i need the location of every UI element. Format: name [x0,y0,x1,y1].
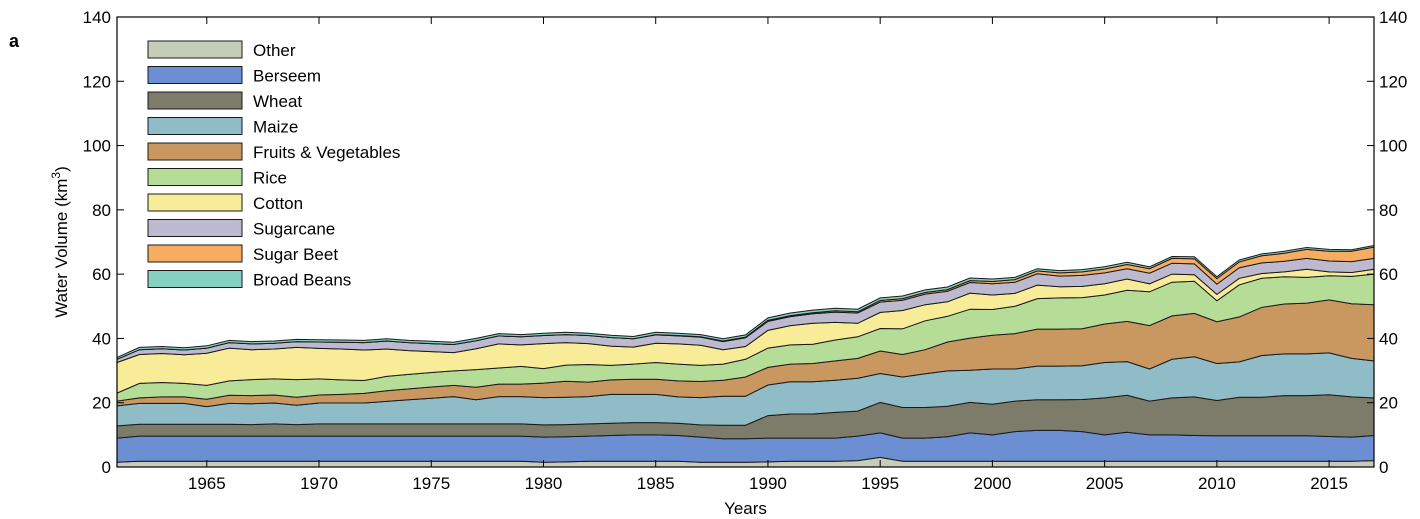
x-tick-label: 1990 [749,474,787,493]
y-tick-label-right: 120 [1379,72,1407,91]
legend-label: Other [253,41,296,60]
y-tick-label-left: 120 [83,72,111,91]
y-axis-title-end: ) [52,166,71,172]
legend-label: Fruits & Vegetables [253,143,400,162]
legend-swatch-sugar-beet [147,244,243,263]
x-tick-label: 1970 [300,474,338,493]
y-tick-label-left: 80 [92,201,111,220]
legend-label: Sugar Beet [253,245,338,264]
y-tick-label-left: 60 [92,265,111,284]
legend-swatch-wheat [147,91,243,110]
x-tick-label: 2015 [1310,474,1348,493]
y-axis-title-main: Water Volume (km [52,179,71,318]
y-tick-label-left: 100 [83,137,111,156]
y-tick-label-right: 20 [1379,394,1398,413]
y-tick-label-left: 0 [102,458,111,477]
legend-label: Berseem [253,67,321,86]
y-tick-label-right: 100 [1379,137,1407,156]
y-tick-label-right: 40 [1379,329,1398,348]
x-tick-label: 2005 [1086,474,1124,493]
y-tick-label-right: 0 [1379,458,1388,477]
x-tick-label: 1985 [637,474,675,493]
y-axis-title: Water Volume (km3) [49,166,71,318]
y-tick-label-right: 140 [1379,8,1407,27]
legend-swatch-other [147,40,243,59]
y-axis-title-sup: 3 [49,172,63,179]
axes: 0 0 20 20 40 40 60 60 80 80 100 100 120 120 140 140 1965… [83,8,1408,493]
x-tick-label: 1975 [412,474,450,493]
x-axis-title: Years [724,499,767,518]
legend-swatch-rice [147,168,243,186]
y-tick-label-right: 80 [1379,201,1398,220]
legend: Other Berseem Wheat Maize Fruits & Vegetable… [147,40,400,290]
legend-swatch-fruits-vegetables [147,142,243,161]
legend-swatch-sugarcane [147,219,243,237]
y-tick-label-left: 40 [92,329,111,348]
y-tick-label-left: 20 [92,394,111,413]
legend-label: Maize [253,118,298,137]
legend-label: Sugarcane [253,220,335,239]
legend-label: Broad Beans [253,271,351,290]
legend-swatch-berseem [147,66,243,84]
x-tick-label: 1980 [525,474,563,493]
plot-frame [116,16,1375,468]
legend-swatch-cotton [147,193,243,212]
x-tick-label: 1965 [188,474,226,493]
panel-label: a [9,31,20,51]
legend-label: Cotton [253,194,303,213]
x-tick-label: 2000 [973,474,1011,493]
y-tick-label-left: 140 [83,8,111,27]
legend-swatch-broad-beans [147,270,243,288]
legend-label: Wheat [253,92,302,111]
x-tick-label: 1995 [861,474,899,493]
x-tick-label: 2010 [1198,474,1236,493]
legend-swatch-maize [147,117,243,135]
y-tick-label-right: 60 [1379,265,1398,284]
legend-label: Rice [253,169,287,188]
